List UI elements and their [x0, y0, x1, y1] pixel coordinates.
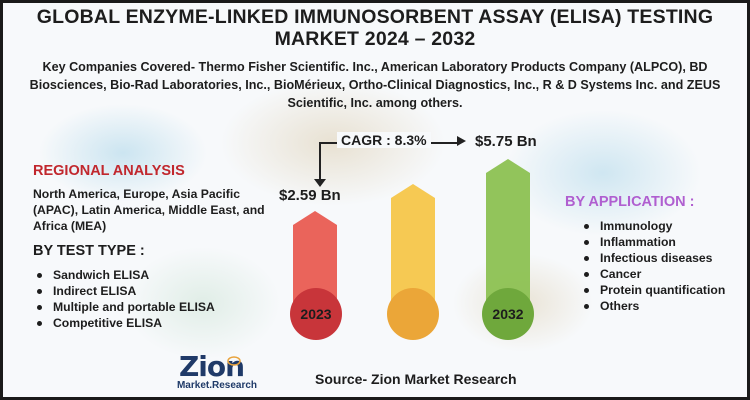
bar-chart-graphic: [293, 159, 530, 313]
bar-value-2032: $5.75 Bn: [475, 133, 537, 150]
zion-logo: Zion Market.Research: [169, 352, 265, 397]
test-type-list: Sandwich ELISA Indirect ELISA Multiple a…: [33, 267, 223, 331]
list-item: Protein quantification: [580, 282, 730, 298]
list-item: Multiple and portable ELISA: [33, 299, 223, 315]
key-companies-text: Key Companies Covered- Thermo Fisher Sci…: [29, 60, 721, 110]
bar-middle: [391, 184, 435, 313]
year-circle-middle: [387, 288, 439, 340]
cagr-label: CAGR : 8.3%: [337, 132, 431, 148]
test-type-heading: BY TEST TYPE :: [33, 243, 145, 259]
bar-2032: [486, 159, 530, 313]
list-item: Immunology: [580, 218, 730, 234]
list-item: Infectious diseases: [580, 250, 730, 266]
application-heading: BY APPLICATION :: [565, 194, 695, 210]
list-item: Inflammation: [580, 234, 730, 250]
title-line-1: GLOBAL ENZYME-LINKED IMMUNOSORBENT ASSAY…: [36, 6, 714, 28]
title-line-2: MARKET 2024 – 2032: [274, 28, 476, 50]
regional-analysis-text: North America, Europe, Asia Pacific (APA…: [33, 187, 265, 233]
source-text: Source- Zion Market Research: [315, 371, 517, 387]
year-circle-2023: 2023: [290, 288, 342, 340]
list-item: Cancer: [580, 266, 730, 282]
year-circle-2032: 2032: [482, 288, 534, 340]
regional-analysis-heading: REGIONAL ANALYSIS: [33, 163, 185, 179]
list-item: Indirect ELISA: [33, 283, 223, 299]
bar-2023: [293, 211, 337, 313]
arrow-right-icon: [457, 136, 466, 146]
arrow-down-icon: [314, 179, 326, 187]
page-title: GLOBAL ENZYME-LINKED IMMUNOSORBENT ASSAY…: [3, 6, 747, 50]
logo-sub-text: Market.Research: [176, 380, 258, 391]
globe-icon: [227, 356, 241, 366]
list-item: Sandwich ELISA: [33, 267, 223, 283]
list-item: Competitive ELISA: [33, 315, 223, 331]
list-item: Others: [580, 298, 730, 314]
bar-value-2023: $2.59 Bn: [279, 187, 341, 204]
application-list: Immunology Inflammation Infectious disea…: [580, 218, 730, 314]
cagr-down-line: [319, 142, 321, 182]
